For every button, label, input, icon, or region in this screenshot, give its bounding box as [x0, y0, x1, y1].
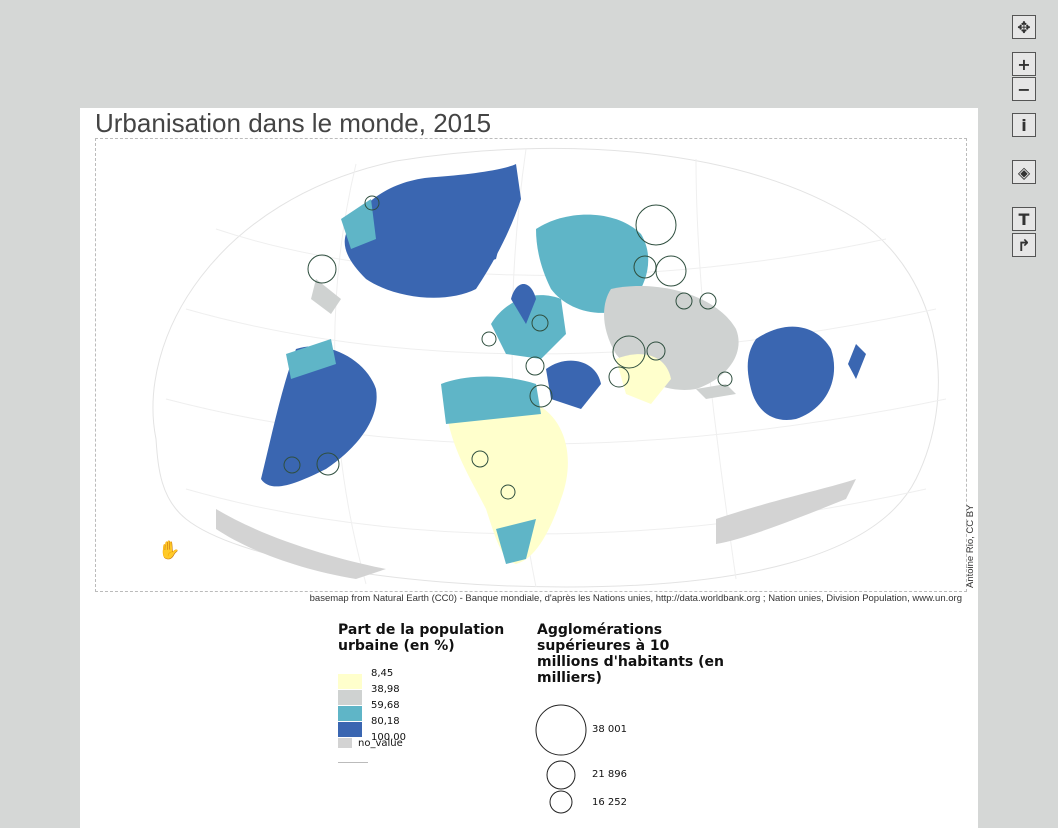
legend-circle-small [549, 790, 573, 814]
city-circle [717, 371, 733, 387]
legend-nodata-label: no_value [358, 738, 403, 749]
city-circle [307, 254, 337, 284]
legend-swatch-4 [338, 722, 362, 737]
map-panel: Urbanisation dans le monde, 2015 [80, 108, 978, 828]
prop-legend-value-1: 38 001 [592, 724, 627, 735]
city-circle [500, 484, 516, 500]
prop-legend-title-3: millions d'habitants (en [537, 654, 724, 670]
zoom-in-button[interactable]: + [1012, 52, 1036, 76]
map-title: Urbanisation dans le monde, 2015 [95, 108, 492, 138]
alaska [341, 199, 376, 249]
prop-legend-title-2: supérieures à 10 [537, 638, 670, 654]
author-credit: Antoine Rio, CC BY [965, 504, 976, 588]
australia [747, 326, 835, 420]
zoom-in-icon: + [1017, 54, 1031, 74]
share-button[interactable]: ↱ [1012, 233, 1036, 257]
city-circle [525, 356, 545, 376]
city-circle [531, 314, 549, 332]
city-circle [316, 452, 340, 476]
north-africa [441, 376, 541, 424]
legend-circle-medium [546, 760, 576, 790]
world-map[interactable] [96, 139, 966, 591]
source-credit: basemap from Natural Earth (CC0) - Banqu… [309, 593, 962, 604]
legend-break-5: 100,00 [371, 732, 406, 743]
prop-legend-title-4: milliers) [537, 670, 602, 686]
choro-legend-title-2: urbaine (en %) [338, 638, 455, 654]
antarctica [216, 509, 386, 579]
info-button[interactable]: i [1012, 113, 1036, 137]
city-circle [612, 335, 646, 369]
south-africa [496, 519, 536, 564]
city-circle [646, 341, 666, 361]
zoom-out-button[interactable]: − [1012, 77, 1036, 101]
south-asia [616, 354, 671, 404]
legend-separator [338, 762, 368, 763]
layers-icon: ◈ [1017, 162, 1031, 182]
city-circle [675, 292, 693, 310]
info-icon: i [1021, 115, 1027, 135]
zoom-out-icon: − [1017, 79, 1031, 99]
central-america [286, 339, 336, 379]
city-circle [283, 456, 301, 474]
legend-break-3: 59,68 [371, 700, 400, 711]
legend-swatch-1 [338, 674, 362, 689]
city-circle [364, 195, 380, 211]
city-circle [699, 292, 717, 310]
city-circles [283, 195, 733, 500]
prop-legend-value-2: 21 896 [592, 769, 627, 780]
prop-legend-value-3: 16 252 [592, 797, 627, 808]
city-circle [635, 204, 677, 246]
choro-legend-title-1: Part de la population [338, 622, 505, 638]
antarctica-east [716, 479, 856, 544]
scandinavia [511, 284, 536, 324]
city-circle [481, 331, 497, 347]
city-circle [633, 255, 657, 279]
prop-legend-title-1: Agglomérations [537, 622, 663, 638]
city-circle [471, 450, 489, 468]
south-america [261, 346, 377, 487]
indonesia [696, 384, 736, 399]
europe [491, 295, 566, 359]
city-circle [608, 366, 630, 388]
mexico [311, 279, 341, 314]
greenland [426, 204, 506, 269]
layers-button[interactable]: ◈ [1012, 160, 1036, 184]
legend-swatch-2 [338, 690, 362, 705]
prop-legend-circles [535, 704, 587, 814]
legend-swatch-nodata [338, 738, 352, 748]
share-icon: ↱ [1017, 235, 1031, 255]
legend-circle-large [535, 704, 587, 756]
pan-icon: ✥ [1017, 17, 1031, 37]
text-icon: T [1018, 209, 1030, 229]
pan-button[interactable]: ✥ [1012, 15, 1036, 39]
legend-break-2: 38,98 [371, 684, 400, 695]
hand-cursor-icon: ✋ [158, 540, 181, 561]
city-circle [529, 384, 553, 408]
legend-break-1: 8,45 [371, 668, 394, 679]
legend-break-4: 80,18 [371, 716, 400, 727]
map-frame[interactable] [95, 138, 967, 592]
text-button[interactable]: T [1012, 207, 1036, 231]
middle-east [546, 360, 601, 409]
legend-swatch-3 [338, 706, 362, 721]
city-circle [655, 255, 687, 287]
africa [446, 394, 568, 564]
new-zealand [848, 344, 866, 379]
